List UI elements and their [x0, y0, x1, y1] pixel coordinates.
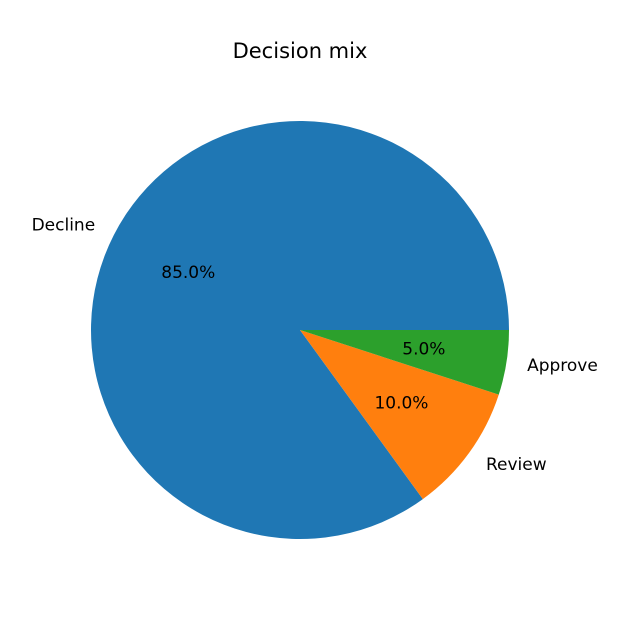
pct-label-review: 10.0% [374, 394, 428, 414]
pct-label-decline: 85.0% [161, 263, 215, 283]
pie-slice-review [300, 330, 499, 500]
pie-slices [90, 120, 509, 540]
chart-title: Decision mix [233, 39, 368, 63]
slice-label-review: Review [486, 455, 547, 475]
pie-slice-approve [300, 330, 509, 395]
pie-labels: Decline 85.0% Review 10.0% Approve 5.0% [32, 216, 598, 476]
slice-label-decline: Decline [32, 216, 96, 236]
pct-label-approve: 5.0% [402, 340, 445, 360]
slice-label-approve: Approve [527, 356, 598, 376]
